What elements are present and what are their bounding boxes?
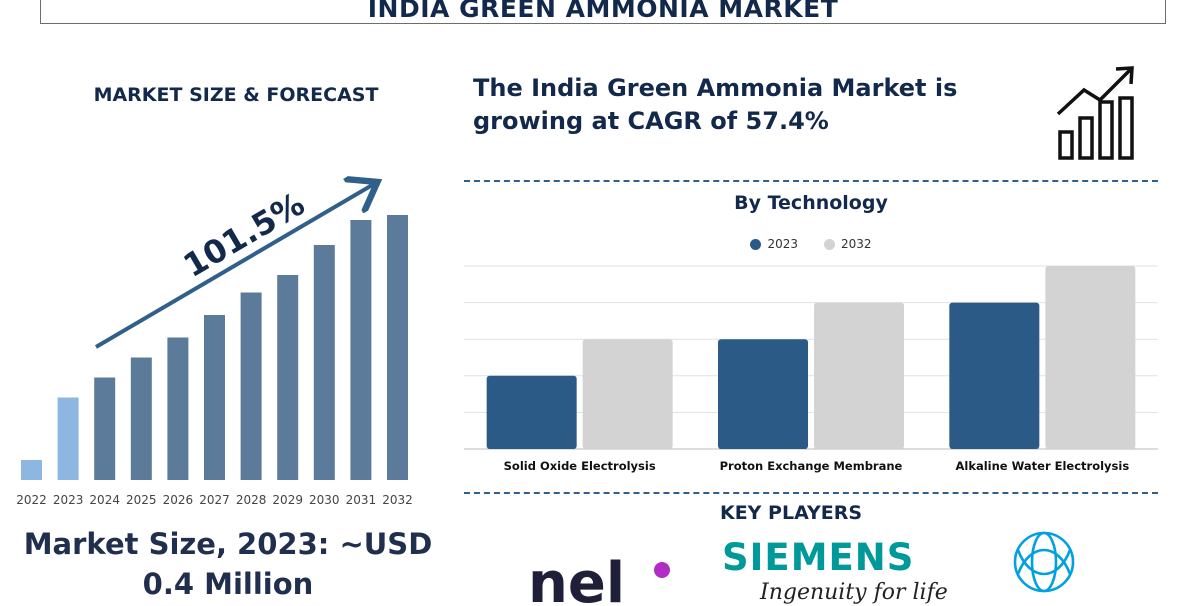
page-title: INDIA GREEN AMMONIA MARKET [367, 0, 839, 23]
legend-swatch-2023 [750, 238, 762, 250]
growth-tick-2029: 2029 [272, 493, 303, 507]
legend-label-2023: 2023 [767, 237, 798, 251]
growth-tick-2030: 2030 [309, 493, 340, 507]
nel-wordmark: nel [528, 551, 625, 606]
tech-bar-2032-2 [1045, 266, 1136, 449]
siemens-tagline: Ingenuity for life [760, 580, 948, 605]
growth-tick-2027: 2027 [199, 493, 230, 507]
tech-bar-2023-1 [718, 339, 808, 449]
growth-bar-2026 [167, 337, 189, 480]
growth-arrow [94, 184, 374, 349]
siemens-logo: SIEMENS [722, 536, 915, 579]
legend-label-2032: 2032 [841, 237, 872, 251]
growth-bar-2024 [94, 377, 116, 480]
growth-tick-2025: 2025 [126, 493, 157, 507]
headline-line-1: The India Green Ammonia Market is [473, 74, 958, 102]
technology-legend: 2023 2032 [464, 237, 1158, 251]
growth-bar-2031 [350, 220, 372, 480]
growth-tick-2028: 2028 [236, 493, 267, 507]
legend-item-2032: 2032 [824, 237, 872, 251]
key-players-title: KEY PLAYERS [719, 502, 863, 524]
cagr-headline: The India Green Ammonia Market is growin… [473, 72, 1033, 138]
growth-bar-2028 [240, 292, 262, 480]
technology-chart-title: By Technology [734, 192, 888, 214]
tech-category-label: Proton Exchange Membrane [720, 459, 903, 473]
market-size-line-1: Market Size, 2023: ~USD [23, 527, 433, 561]
tech-bar-2032-1 [814, 302, 904, 449]
section-divider-top [464, 180, 1158, 182]
headline-line-2: growing at CAGR of 57.4% [473, 107, 829, 135]
growth-bar-2023 [57, 397, 79, 480]
title-banner: INDIA GREEN AMMONIA MARKET [40, 0, 1166, 24]
growth-bar-2025 [130, 357, 152, 480]
legend-item-2023: 2023 [750, 237, 798, 251]
growth-tick-2031: 2031 [346, 493, 377, 507]
growth-bar-2022 [21, 460, 42, 480]
growth-tick-2022: 2022 [16, 493, 47, 507]
section-divider-bottom [464, 492, 1158, 494]
growth-bar-2029 [277, 275, 299, 480]
growth-bar-2032 [387, 215, 408, 480]
growth-tick-2024: 2024 [89, 493, 120, 507]
market-growth-chart: 2022 2023 2024 2025 2026 2027 2028 2029 2030 2031… [16, 160, 413, 507]
tech-bar-2032-0 [582, 339, 673, 449]
bar-chart-growth-icon [1056, 66, 1134, 160]
growth-tick-2026: 2026 [163, 493, 194, 507]
market-size-line-2: 0.4 Million [142, 567, 314, 601]
tech-category-label: Alkaline Water Electrolysis [955, 459, 1129, 473]
growth-bar-2027 [204, 315, 225, 480]
thyssenkrupp-emblem-icon [1013, 531, 1075, 593]
growth-bar-2030 [313, 245, 335, 480]
legend-swatch-2032 [824, 238, 835, 250]
growth-tick-2023: 2023 [53, 493, 84, 507]
nel-dot [654, 562, 670, 578]
technology-bar-chart: Solid Oxide Electrolysis Proton Exchange … [464, 265, 1158, 473]
tech-category-label: Solid Oxide Electrolysis [504, 459, 656, 473]
tech-bar-2023-0 [486, 375, 577, 449]
tech-bar-2023-2 [949, 302, 1040, 449]
growth-tick-2032: 2032 [382, 493, 413, 507]
market-size-text: Market Size, 2023: ~USD 0.4 Million [0, 524, 456, 604]
market-size-heading: MARKET SIZE & FORECAST [93, 84, 379, 106]
nel-logo: nel [528, 551, 670, 606]
